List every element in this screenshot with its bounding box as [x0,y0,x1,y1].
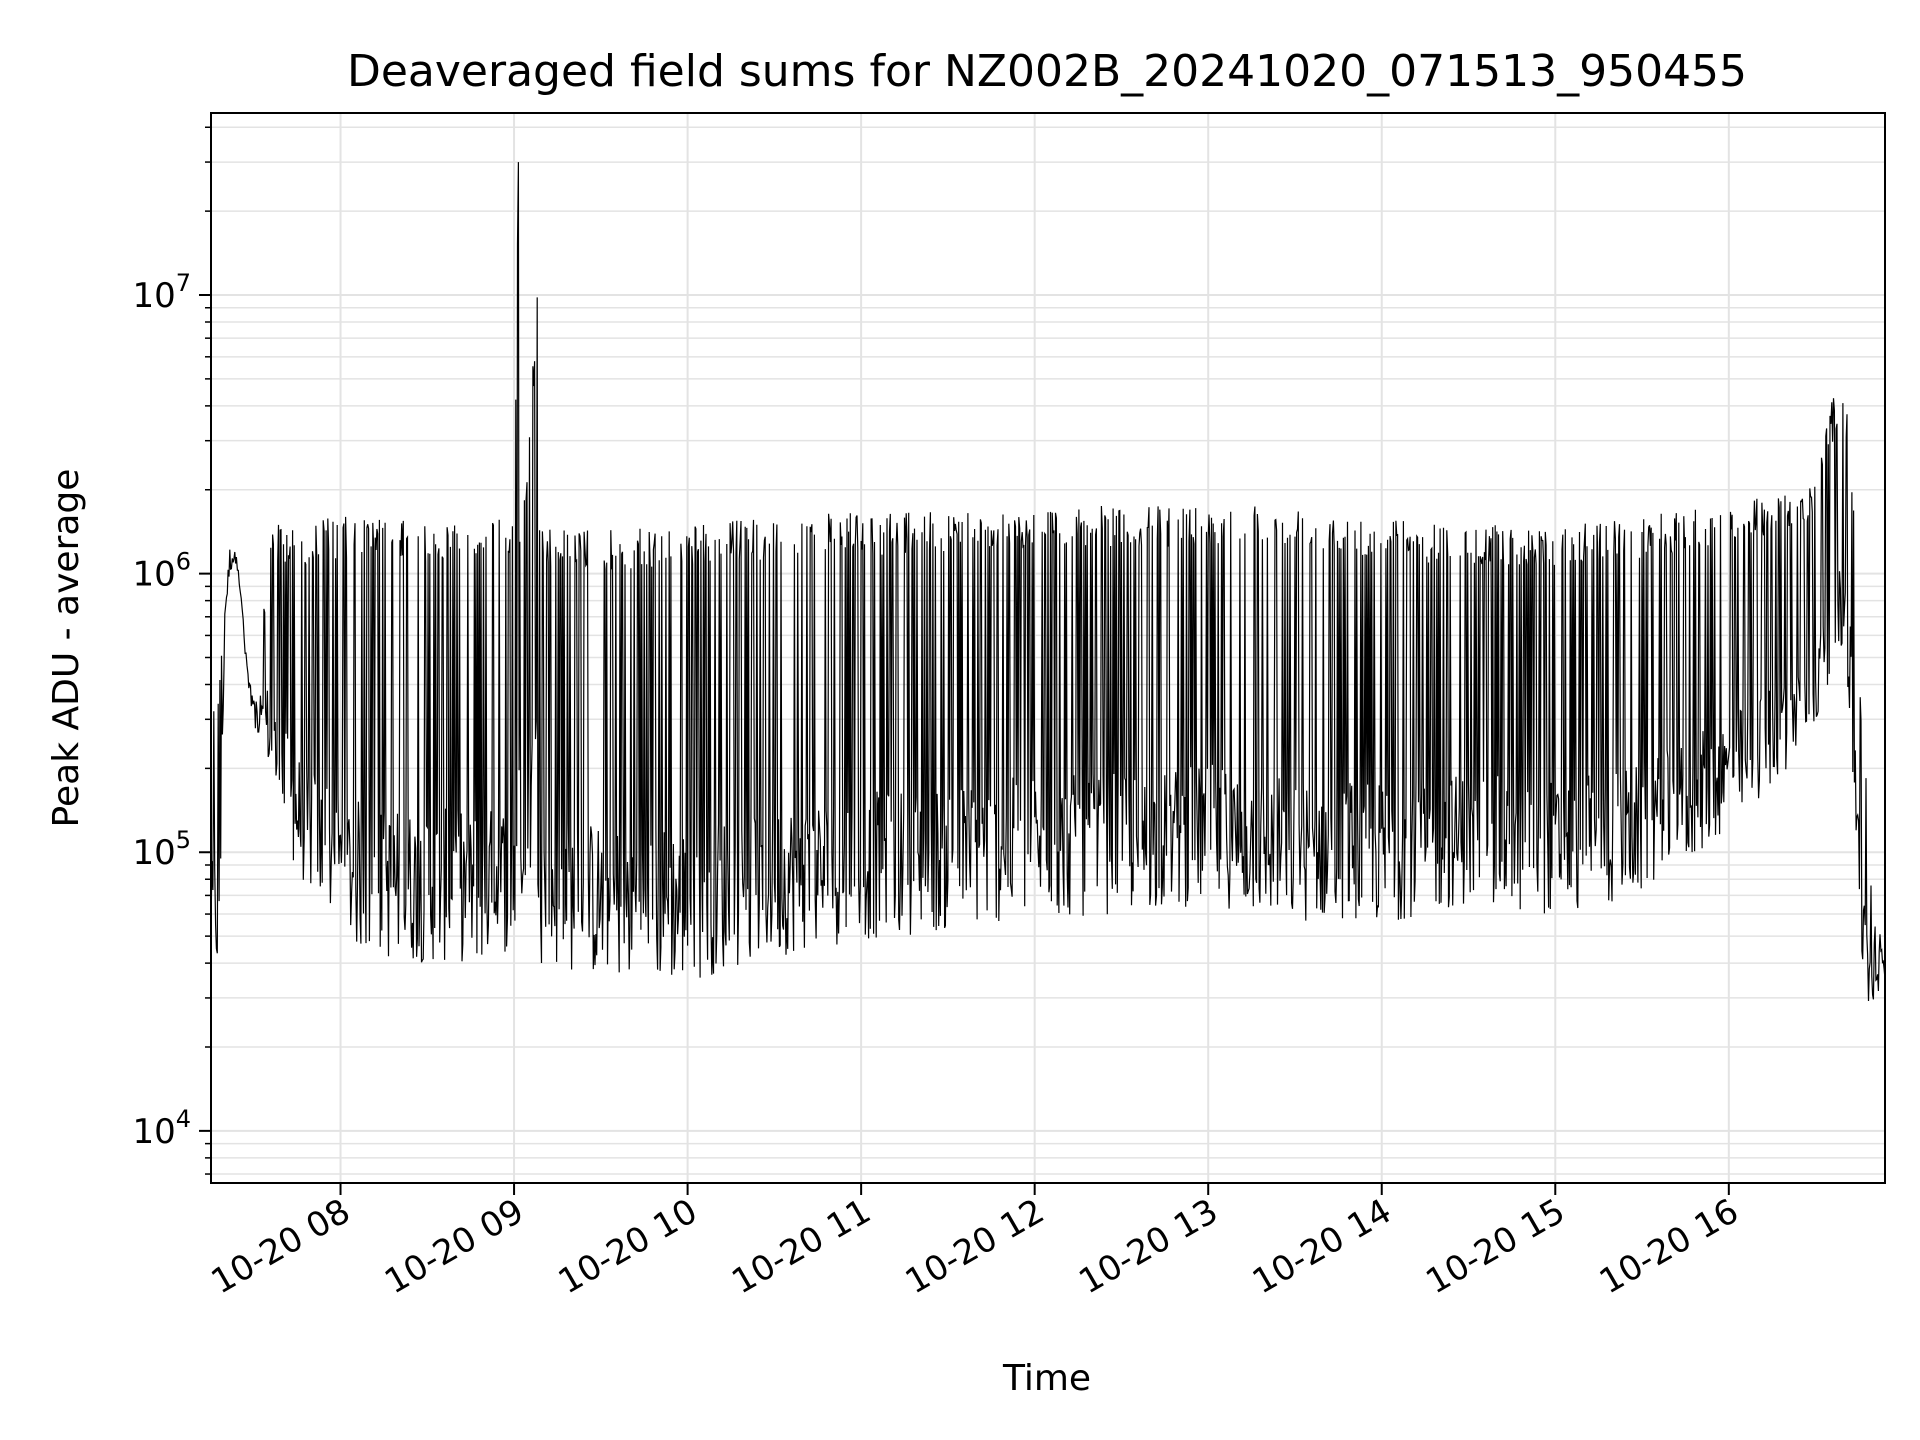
data-series [210,162,1886,1002]
plot-frame [210,112,1886,1184]
x-axis-title: Time [1002,1358,1091,1399]
chart-title: Deaveraged field sums for NZ002B_2024102… [347,46,1747,97]
y-tick-label: 104 [132,1105,191,1152]
y-tick-label: 106 [132,548,191,595]
series-line [210,162,1886,1002]
y-axis-title: Peak ADU - average [46,469,87,828]
y-tick-label: 107 [132,269,191,316]
y-tick-label: 105 [132,826,191,873]
